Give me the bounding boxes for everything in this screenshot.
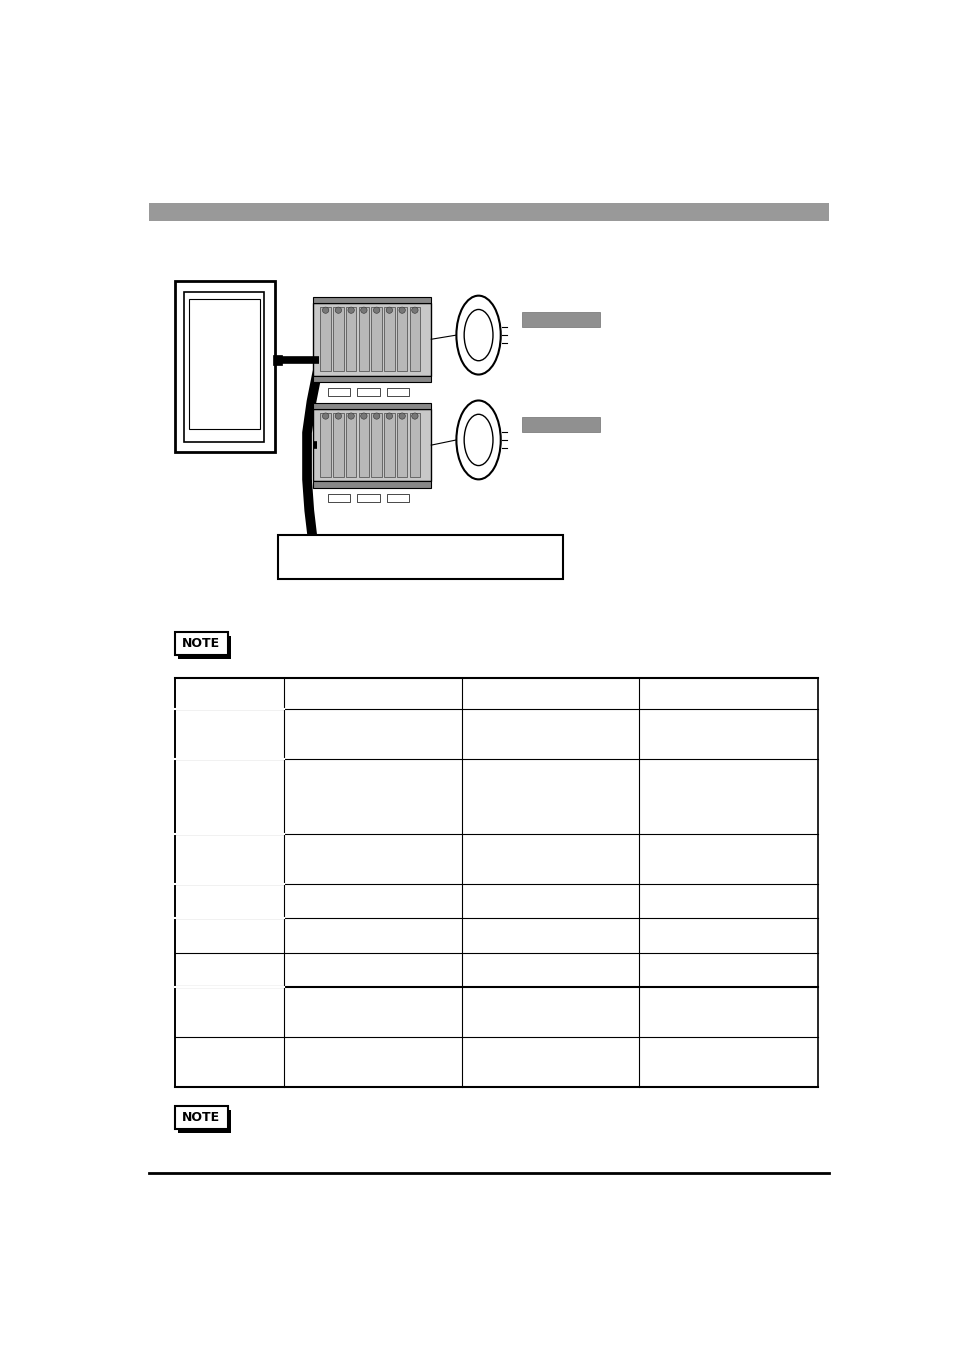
Ellipse shape (360, 412, 367, 419)
Ellipse shape (335, 307, 341, 313)
Ellipse shape (386, 307, 393, 313)
Bar (320, 412, 331, 477)
Bar (521, 313, 599, 326)
Bar (174, 678, 817, 1086)
Bar (313, 481, 431, 488)
Bar (384, 307, 395, 372)
Bar (358, 412, 369, 477)
Text: NOTE: NOTE (182, 1111, 220, 1124)
Bar (320, 307, 331, 372)
Bar (521, 417, 599, 431)
Bar (371, 307, 381, 372)
Ellipse shape (398, 307, 405, 313)
Bar (189, 299, 259, 429)
Bar (278, 535, 562, 580)
Ellipse shape (322, 307, 329, 313)
Bar (313, 403, 431, 408)
Ellipse shape (373, 307, 379, 313)
Bar (357, 388, 379, 396)
Bar (384, 412, 395, 477)
Bar (313, 376, 431, 381)
Bar (313, 297, 431, 303)
Ellipse shape (348, 412, 354, 419)
Ellipse shape (348, 307, 354, 313)
Bar (174, 282, 274, 453)
Ellipse shape (335, 412, 341, 419)
Bar (184, 291, 264, 442)
Bar (387, 493, 409, 503)
Bar (396, 412, 407, 477)
Bar (313, 408, 431, 481)
Ellipse shape (360, 307, 367, 313)
Bar (409, 412, 419, 477)
Bar (357, 493, 379, 503)
Ellipse shape (322, 412, 329, 419)
Ellipse shape (412, 412, 417, 419)
Ellipse shape (398, 412, 405, 419)
Bar (371, 412, 381, 477)
Bar (346, 307, 356, 372)
Bar (328, 493, 350, 503)
Bar (396, 307, 407, 372)
Bar (387, 388, 409, 396)
Bar (333, 307, 343, 372)
Bar (177, 1111, 231, 1134)
Bar (358, 307, 369, 372)
Bar (328, 388, 350, 396)
Bar (273, 355, 282, 365)
Bar (174, 1107, 228, 1130)
Bar (333, 412, 343, 477)
Ellipse shape (386, 412, 393, 419)
Bar (149, 204, 828, 221)
Bar (174, 632, 228, 655)
Bar (409, 307, 419, 372)
Ellipse shape (373, 412, 379, 419)
Bar (346, 412, 356, 477)
Ellipse shape (412, 307, 417, 313)
Text: NOTE: NOTE (182, 636, 220, 650)
Bar (177, 636, 231, 659)
Bar (313, 303, 431, 376)
